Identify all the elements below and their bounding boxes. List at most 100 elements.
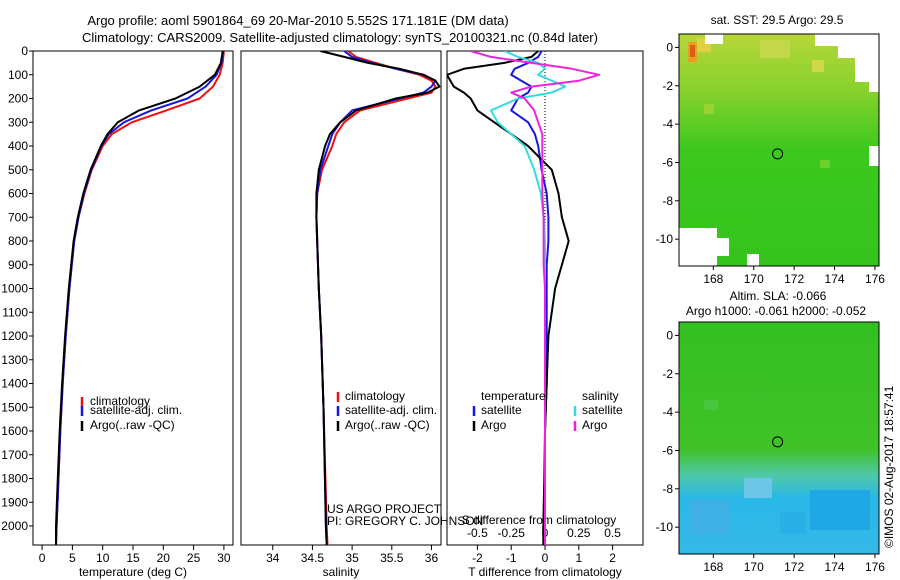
legend-t-satellite: satellite (481, 403, 522, 417)
salinity-profile-panel: 34 34.5 35 35.5 36 salinity (240, 50, 442, 579)
depth-tick-label: 1100 (2, 305, 28, 319)
salinity-series-group (315, 51, 441, 545)
temperature-legend: climatology satellite-adj. clim. Argo(..… (80, 394, 182, 432)
depth-tick-label: 700 (8, 210, 28, 224)
sla-map-title-1: Altim. SLA: -0.066 (730, 289, 827, 303)
depth-tick-label: 1200 (1, 329, 28, 343)
sst_map-lon-label: 174 (825, 272, 845, 286)
sla_map-lon-label: 168 (703, 560, 723, 574)
legend-temperature-title: temperature (481, 389, 546, 403)
legend-argo: Argo(..raw -QC) (345, 418, 430, 432)
depth-tick-label: 1000 (1, 282, 28, 296)
depth-tick-label: 1500 (1, 400, 28, 414)
legend-climatology: climatology (345, 389, 405, 403)
difference-series-temperature-argo (447, 51, 570, 545)
s-diff-tick-label: 0.25 (567, 526, 591, 540)
temperature-profile-panel: 0 5 10 15 20 25 30 temperature (deg C) 0 100 200 30… (1, 44, 234, 579)
legend-s-argo: Argo (582, 418, 608, 432)
depth-tick-label: 200 (8, 92, 28, 106)
temperature-xtick-label: 10 (96, 551, 110, 565)
sla_map-lon-label: 176 (865, 560, 885, 574)
depth-tick-label: 1400 (1, 377, 28, 391)
sst_map-lat-label: -4 (662, 117, 673, 131)
temperature-series-argo-raw-qc- (55, 51, 224, 545)
sst-features (679, 34, 879, 266)
depth-tick-label: 1300 (1, 353, 28, 367)
depth-tick-label: 600 (8, 187, 28, 201)
sla-features (690, 400, 870, 534)
depth-tick-label: 800 (8, 234, 28, 248)
temperature-xtick-label: 25 (187, 551, 201, 565)
temperature-xtick-label: 30 (217, 551, 231, 565)
difference-xtick-label: -2 (472, 551, 483, 565)
depth-tick-label: 2000 (1, 519, 28, 533)
salinity-xlabel: salinity (323, 565, 360, 579)
temperature-xlabel: temperature (deg C) (79, 565, 187, 579)
salinity-legend: climatology satellite-adj. clim. Argo(..… (336, 389, 437, 432)
temperature-series-group (55, 51, 225, 545)
salinity-xtick-label: 34.5 (301, 551, 325, 565)
temperature-xtick-label: 0 (39, 551, 46, 565)
sst-map-title: sat. SST: 29.5 Argo: 29.5 (711, 13, 844, 27)
difference-xtick-label: 2 (609, 551, 616, 565)
depth-tick-label: 300 (8, 115, 28, 129)
difference-profile-panel: -2 -1 0 1 2T difference from climatology -0.5… (446, 50, 644, 579)
sst_map-lon-label: 170 (744, 272, 764, 286)
legend-t-argo: Argo (481, 418, 507, 432)
sla_map-lat-label: -8 (662, 482, 673, 496)
sla_map-lat-label: 0 (666, 328, 673, 342)
sla-map-panel: Altim. SLA: -0.066 Argo h1000: -0.061 h2… (656, 289, 886, 574)
sst_map-lon-label: 172 (784, 272, 804, 286)
sst-map-panel: sat. SST: 29.5 Argo: 29.5 168 170 172 174 17… (656, 13, 886, 286)
depth-tick-label: 1900 (1, 495, 28, 509)
sla_map-lon-label: 170 (744, 560, 764, 574)
figure-subtitle: Climatology: CARS2009. Satellite-adjuste… (82, 30, 598, 45)
salinity-xtick-label: 34 (266, 551, 280, 565)
sst_map-lat-label: 0 (666, 40, 673, 54)
depth-tick-label: 400 (8, 139, 28, 153)
sst_map-lon-label: 176 (865, 272, 885, 286)
legend-satellite-clim: satellite-adj. clim. (90, 403, 182, 417)
difference-series-group (447, 51, 601, 545)
depth-tick-label: 1800 (1, 472, 28, 486)
imos-credit: ©IMOS 02-Aug-2017 18:57:41 (882, 385, 896, 548)
sst_map-lat-label: -10 (656, 232, 674, 246)
depth-tick-label: 1600 (1, 424, 28, 438)
sst_map-lat-label: -6 (662, 155, 673, 169)
sst-field (679, 34, 879, 266)
sla_map-lat-label: -2 (662, 367, 673, 381)
legend-climatology: climatology (90, 394, 150, 408)
sst_map-argo-position-marker (772, 148, 784, 160)
difference-series-salinity-argo (470, 51, 601, 545)
legend-satellite-clim: satellite-adj. clim. (345, 403, 437, 417)
salinity-xtick-label: 36 (425, 551, 439, 565)
sla_map-lon-label: 174 (825, 560, 845, 574)
difference-xtick-label: -1 (506, 551, 517, 565)
sla_map-lat-label: -6 (662, 443, 673, 457)
sst_map-lon-label: 168 (703, 272, 723, 286)
sla_map-lat-label: -10 (656, 520, 674, 534)
depth-tick-label: 900 (8, 258, 28, 272)
sla_map-lat-label: -4 (662, 405, 673, 419)
difference-xtick-label: 0 (542, 551, 549, 565)
s-diff-xlabel: S difference from climatology (462, 513, 617, 527)
s-diff-tick-label: 0.5 (604, 526, 621, 540)
temperature-xtick-label: 15 (126, 551, 140, 565)
legend-argo: Argo(..raw -QC) (90, 418, 175, 432)
depth-tick-label: 100 (8, 68, 28, 82)
salinity-plot-frame (240, 50, 442, 546)
difference-xlabel: T difference from climatology (468, 565, 622, 579)
s-diff-tick-label: -0.25 (498, 526, 526, 540)
legend-salinity-title: salinity (582, 389, 619, 403)
legend-s-satellite: satellite (582, 403, 623, 417)
difference-xtick-label: 1 (575, 551, 582, 565)
depth-tick-label: 0 (21, 44, 28, 58)
salinity-series-argo-raw-qc- (315, 51, 441, 545)
sst-map-frame (678, 33, 880, 267)
project-credit: US ARGO PROJECT (327, 502, 442, 516)
sla_map-argo-position-marker (772, 436, 784, 448)
temperature-xtick-label: 5 (69, 551, 76, 565)
sst_map-lat-label: -2 (662, 79, 673, 93)
s-diff-tick-label: -0.5 (467, 526, 488, 540)
